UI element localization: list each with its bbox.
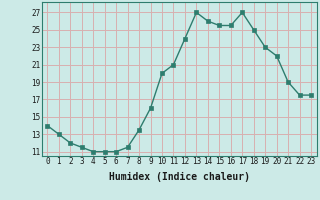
X-axis label: Humidex (Indice chaleur): Humidex (Indice chaleur) [109, 172, 250, 182]
